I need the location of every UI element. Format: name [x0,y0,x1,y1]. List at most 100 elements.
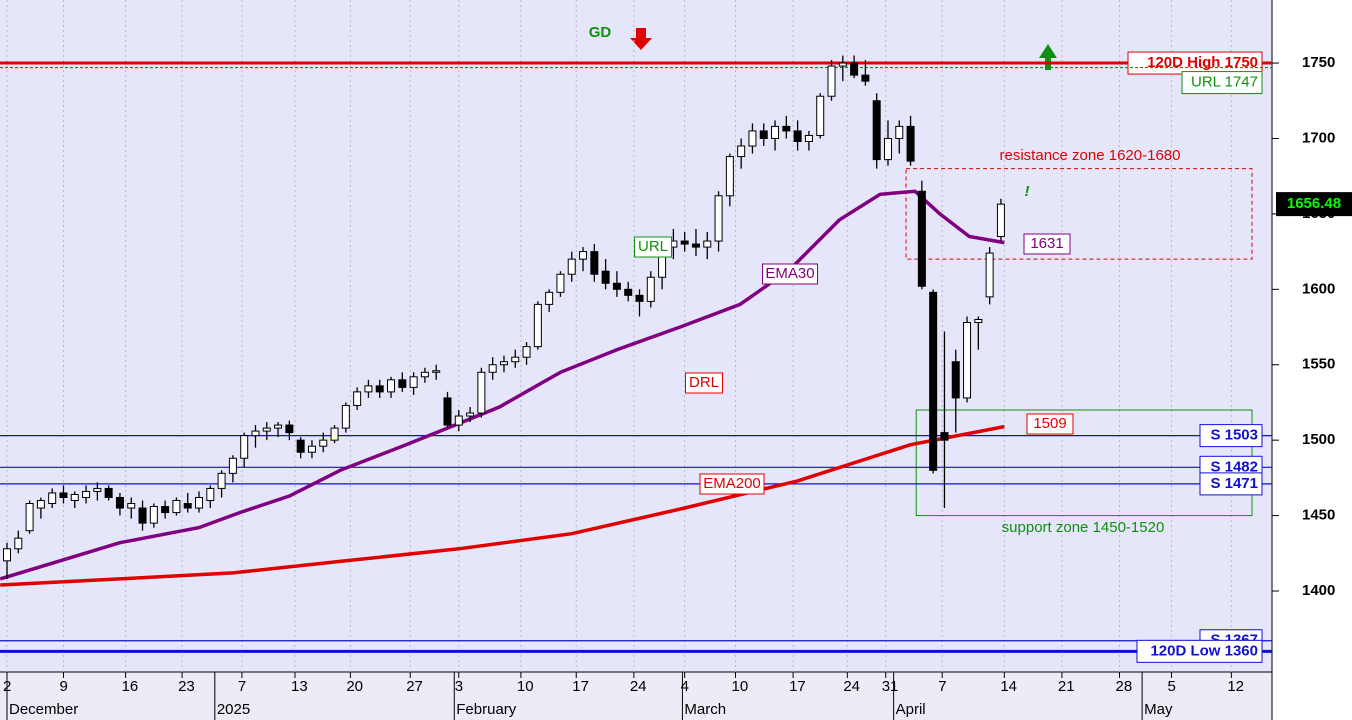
up-arrow [1039,44,1057,70]
candle-body [228,457,237,474]
zone-label: support zone 1450-1520 [1002,519,1165,536]
y-tick-label: 1450 [1302,507,1335,524]
y-tick-label: 1400 [1302,582,1335,599]
candle-body [3,548,12,562]
x-tick-label: 10 [517,678,534,695]
candle-body [646,276,655,302]
x-tick-label: 17 [789,678,806,695]
candle-body [533,303,542,348]
candle-body [511,356,520,363]
annotation: GD [589,24,612,41]
candle-body [793,130,802,142]
candle-body [353,391,362,406]
candle-body [195,496,204,509]
level-label-box [1181,71,1263,95]
candle-body [499,361,508,366]
period-label: 2025 [217,701,250,718]
candle-body [36,499,45,509]
candle-body [895,125,904,139]
candle-body [680,240,689,245]
candle-body [759,130,768,139]
annotation: EMA30 [765,265,814,282]
x-tick-label: 14 [1000,678,1017,695]
x-tick-label: 23 [178,678,195,695]
candle-body [951,361,960,399]
candle-body [420,371,429,378]
candle-body [217,472,226,489]
period-label: April [896,701,926,718]
candle-body [929,291,938,471]
candle-body [804,134,813,142]
candle-body [748,130,757,147]
level-label: URL 1747 [1191,74,1258,91]
candle-body [816,95,825,136]
candle-body [432,370,441,373]
price-label: 1656.48 [1287,195,1341,212]
x-tick-label: 12 [1227,678,1244,695]
candle-body [93,487,102,492]
candle-body [996,203,1005,238]
candle-body [691,243,700,248]
candle-body [466,412,475,417]
x-tick-label: 16 [122,678,139,695]
annotation-box [1023,233,1071,255]
x-tick-label: 28 [1116,678,1133,695]
ema-line [0,424,1005,587]
candle-body [488,364,497,373]
level-label-box [1199,472,1263,496]
candle-body [387,379,396,393]
x-tick-label: 31 [882,678,899,695]
x-tick-label: 3 [455,678,463,695]
candle-body [838,62,847,67]
annotation-box [699,473,765,495]
x-tick-label: 7 [938,678,946,695]
level-label: 120D Low 1360 [1150,642,1258,659]
y-tick-label: 1500 [1302,431,1335,448]
candle-body [443,397,452,426]
x-tick-label: 9 [59,678,67,695]
annotation: 1631 [1030,235,1063,252]
candle-body [285,424,294,434]
x-tick-label: 20 [346,678,363,695]
candle-body [725,156,734,197]
candle-body [398,379,407,388]
candle-body [25,503,34,532]
candle-body [963,321,972,399]
candle-body [115,496,124,509]
candle-body [940,432,949,441]
candle-body [782,125,791,132]
x-tick-label: 24 [843,678,860,695]
candle-body [364,385,373,393]
candle-body [409,376,418,388]
candle-body [138,507,147,524]
candle-body [296,439,305,453]
candle-body [341,404,350,429]
y-tick-label: 1600 [1302,280,1335,297]
level-label: 120D High 1750 [1147,54,1258,71]
candle-body [590,251,599,275]
period-label: December [9,701,78,718]
candle-body [872,100,881,161]
candle-body [567,258,576,275]
candle-body [330,427,339,441]
candle-body [454,415,463,426]
candle-body [827,65,836,97]
candle-body [48,492,57,505]
candle-body [149,506,158,524]
x-tick-label: 13 [291,678,308,695]
annotation-box [634,236,672,258]
candle-body [612,282,621,290]
candle-body [262,427,271,432]
candle-body [375,385,384,393]
candle-body [974,318,983,323]
candle-body [635,294,644,302]
x-tick-label: 21 [1058,678,1075,695]
candle-body [579,251,588,260]
level-label: S 1471 [1210,475,1258,492]
candle-body [307,445,316,453]
candle-body [251,430,260,437]
y-tick-label: 1700 [1302,129,1335,146]
candle-body [206,487,215,501]
candle-body [522,346,531,358]
